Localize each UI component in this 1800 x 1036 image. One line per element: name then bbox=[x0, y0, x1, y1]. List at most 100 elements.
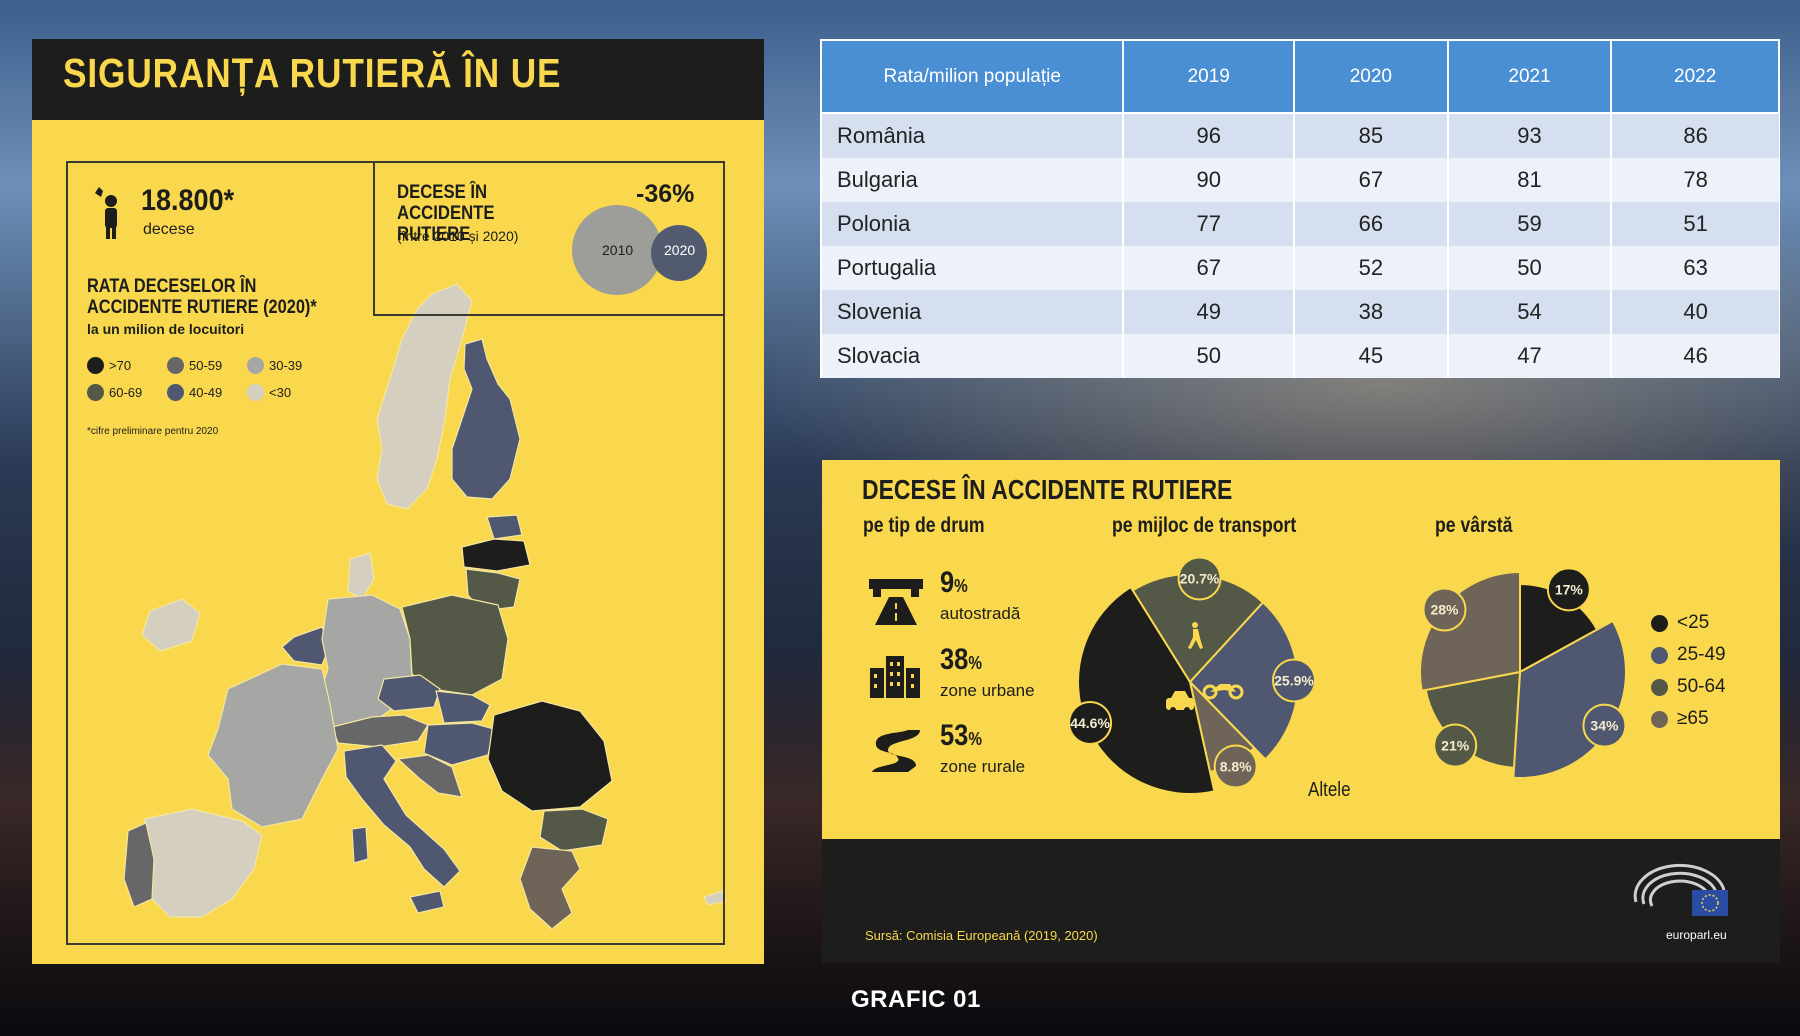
infographic-title: SIGURANȚA RUTIERĂ ÎN UE bbox=[63, 50, 562, 96]
decline-percent: -36% bbox=[636, 180, 695, 208]
table-header-cell: Rata/milion populație bbox=[819, 39, 1125, 114]
legend-item: 60-69 bbox=[87, 384, 142, 401]
table-header-cell: 2022 bbox=[1610, 39, 1780, 114]
legend-swatch bbox=[247, 357, 264, 374]
age-65-plus-label-badge bbox=[1422, 587, 1467, 632]
table-cell: 47 bbox=[1446, 334, 1612, 378]
motorcycle-icon bbox=[1202, 684, 1244, 700]
map-region-ireland bbox=[141, 598, 201, 652]
table-cell: România bbox=[819, 113, 1124, 158]
map-region-romania bbox=[487, 700, 613, 812]
table-cell: 67 bbox=[1122, 246, 1295, 290]
decline-title: DECESE ÎN ACCIDENTE RUTIERE bbox=[397, 182, 495, 245]
table-row: Bulgaria 90 67 81 78 bbox=[819, 158, 1779, 202]
person-icon bbox=[95, 187, 117, 239]
legend-item: 30-39 bbox=[247, 357, 302, 374]
road-highway-label: autostradă bbox=[940, 604, 1021, 623]
breakdown-title: DECESE ÎN ACCIDENTE RUTIERE bbox=[862, 474, 1233, 505]
age-legend-swatch bbox=[1651, 678, 1668, 696]
map-region-sicily bbox=[409, 890, 445, 914]
table-cell: 59 bbox=[1446, 202, 1612, 246]
age-legend-swatch bbox=[1651, 646, 1668, 664]
table-cell: Bulgaria bbox=[819, 158, 1124, 202]
table-cell: 50 bbox=[1122, 334, 1295, 378]
decline-box bbox=[373, 161, 725, 316]
legend-item: >70 bbox=[87, 357, 131, 374]
winding-road-icon bbox=[872, 730, 920, 772]
age-50-64-label-badge bbox=[1433, 723, 1478, 768]
table-cell: Slovenia bbox=[819, 290, 1124, 334]
table-cell: 85 bbox=[1293, 113, 1448, 158]
road-rural-label: zone rurale bbox=[940, 757, 1026, 776]
pedestrian-icon bbox=[1188, 622, 1203, 649]
legend-item: <30 bbox=[247, 384, 291, 401]
europarl-link[interactable]: europarl.eu bbox=[1666, 928, 1727, 942]
road-safety-infographic: SIGURANȚA RUTIERĂ ÎN UE bbox=[32, 39, 764, 964]
motorcycle-label-badge bbox=[1271, 658, 1316, 703]
age-25-49-label: 34% bbox=[1590, 718, 1619, 734]
map-region-sweden bbox=[376, 283, 473, 510]
map-region-france bbox=[207, 663, 339, 828]
road-highway-percent: 9% bbox=[940, 566, 968, 599]
table-header-row: Rata/milion populație 2019 2020 2021 202… bbox=[819, 39, 1780, 114]
table-cell: Portugalia bbox=[819, 246, 1124, 290]
table-header-cell: 2021 bbox=[1446, 39, 1613, 114]
other-label-badge bbox=[1213, 744, 1258, 789]
table-cell: 96 bbox=[1122, 113, 1295, 158]
transport-other-caption: Altele bbox=[1308, 779, 1351, 801]
table-cell: Slovacia bbox=[819, 334, 1124, 378]
table-cell: 86 bbox=[1610, 113, 1779, 158]
legend-swatch bbox=[167, 357, 184, 374]
map-region-cyprus bbox=[703, 890, 727, 906]
rate-title: RATA DECESELOR ÎN ACCIDENTE RUTIERE (202… bbox=[87, 276, 317, 318]
legend-item: 40-49 bbox=[167, 384, 222, 401]
motorcycle-label: 25.9% bbox=[1274, 672, 1314, 688]
map-region-finland bbox=[451, 338, 521, 500]
table-cell: 93 bbox=[1446, 113, 1612, 158]
road-urban-percent: 38% bbox=[940, 643, 982, 676]
car-label: 44.6% bbox=[1070, 715, 1110, 731]
legend-item: 50-59 bbox=[167, 357, 222, 374]
other-label: 8.8% bbox=[1220, 758, 1252, 774]
breakdown-footer bbox=[822, 839, 1780, 963]
table-header-cell: 2019 bbox=[1122, 39, 1296, 114]
circle-2020 bbox=[651, 225, 707, 281]
age-legend-swatch bbox=[1651, 614, 1668, 632]
age-legend-item: 50-64 bbox=[1651, 676, 1726, 698]
road-section-title: pe tip de drum bbox=[863, 514, 985, 537]
table-cell: 63 bbox=[1610, 246, 1779, 290]
deaths-label: decese bbox=[143, 221, 195, 238]
age-25-49-label-badge bbox=[1582, 703, 1627, 748]
map-region-poland bbox=[401, 594, 509, 696]
map-region-croatia bbox=[397, 754, 463, 798]
fatality-rate-table: Rata/milion populație 2019 2020 2021 202… bbox=[819, 39, 1780, 378]
legend-swatch bbox=[167, 384, 184, 401]
car-label-badge bbox=[1068, 700, 1113, 745]
car-icon bbox=[1166, 691, 1194, 713]
table-cell: 45 bbox=[1293, 334, 1448, 378]
footnote: *cifre preliminare pentru 2020 bbox=[87, 426, 219, 437]
table-cell: Polonia bbox=[819, 202, 1124, 246]
circle-2010-label: 2010 bbox=[602, 242, 634, 258]
table-cell: 54 bbox=[1446, 290, 1612, 334]
map-region-sardinia bbox=[351, 826, 369, 864]
deaths-number: 18.800* bbox=[141, 184, 235, 217]
table-row: Portugalia 67 52 50 63 bbox=[819, 246, 1779, 290]
building-icon bbox=[870, 656, 920, 698]
table-cell: 40 bbox=[1610, 290, 1779, 334]
age-50-64-label: 21% bbox=[1441, 738, 1470, 754]
table-cell: 51 bbox=[1610, 202, 1779, 246]
legend-swatch bbox=[87, 357, 104, 374]
map-region-austria bbox=[331, 714, 429, 748]
age-legend-item: 25-49 bbox=[1651, 644, 1726, 666]
road-urban-label: zone urbane bbox=[940, 681, 1035, 700]
table-cell: 77 bbox=[1122, 202, 1295, 246]
age-legend-item: <25 bbox=[1651, 612, 1709, 634]
map-region-slovakia bbox=[435, 690, 491, 724]
transport-pie-chart: 20.7% 25.9% 8.8% 44.6% bbox=[1068, 556, 1316, 795]
map-region-greece bbox=[519, 846, 581, 930]
table-header-cell: 2020 bbox=[1293, 39, 1449, 114]
table-cell: 50 bbox=[1446, 246, 1612, 290]
age-section-title: pe vârstă bbox=[1435, 514, 1513, 537]
table-cell: 49 bbox=[1122, 290, 1295, 334]
